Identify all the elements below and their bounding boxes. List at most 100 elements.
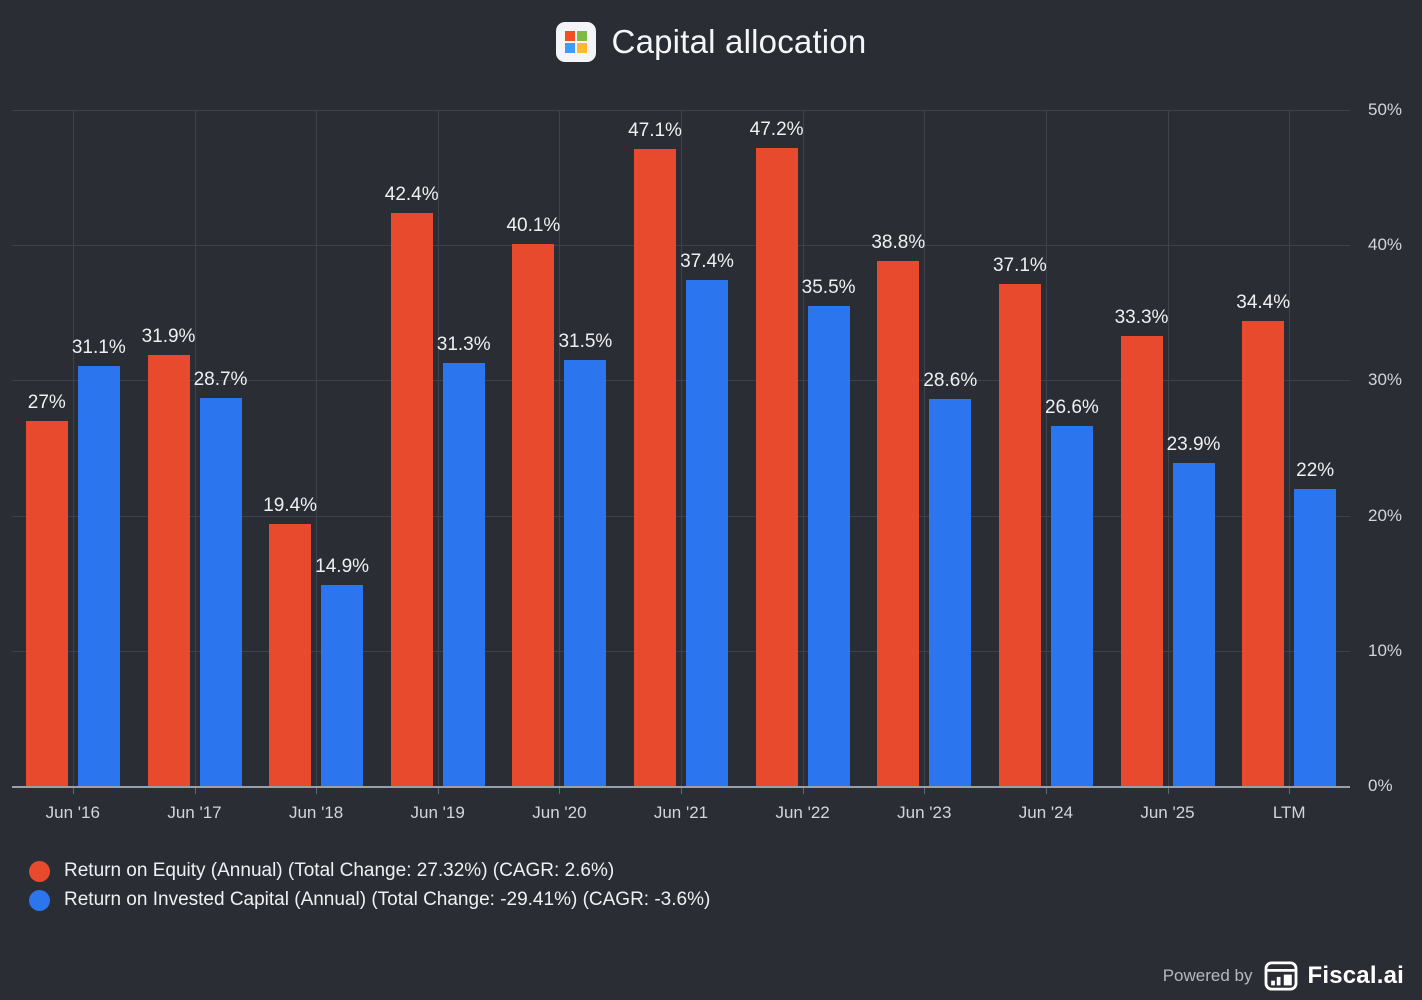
x-axis-label: Jun '18 [288, 803, 344, 822]
bar-roic-5[interactable] [564, 360, 607, 786]
bar-value-label-roic-11: 22% [1296, 459, 1335, 481]
x-axis-label: Jun '19 [410, 803, 465, 822]
x-gridline-8 [924, 110, 926, 786]
bar-value-label-roe-11: 34.4% [1236, 291, 1291, 313]
x-axis-label: Jun '25 [1140, 803, 1195, 822]
x-axis-label: LTM [1272, 803, 1306, 822]
bar-value-label-roe-6: 47.1% [628, 120, 682, 142]
bar-value-label-roe-1: 27% [27, 392, 66, 413]
bar-value-label-roe-10: 33.3% [1114, 306, 1169, 328]
bar-value-label-roe-2: 31.9% [141, 325, 196, 347]
legend-label-roe: Return on Equity (Annual) (Total Change:… [64, 860, 615, 881]
bar-value-label-roic-9: 26.6% [1044, 397, 1099, 419]
bar-roic-3[interactable] [321, 584, 364, 786]
legend-dot-roe [29, 860, 50, 882]
x-axis-label: Jun '20 [532, 803, 587, 822]
bar-value-label-roe-9: 37.1% [992, 255, 1047, 277]
bar-roe-1[interactable] [25, 421, 68, 786]
bar-roic-7[interactable] [807, 306, 850, 786]
x-axis-line [12, 786, 1350, 788]
fiscal-ai-logo-icon[interactable] [1264, 961, 1298, 991]
y-axis-label-50: 50% [1368, 100, 1403, 119]
legend-item-roic[interactable]: Return on Invested Capital (Annual) (Tot… [29, 889, 710, 911]
fiscal-ai-brand[interactable]: Fiscal.ai [1307, 962, 1404, 989]
bar-roe-4[interactable] [390, 212, 433, 786]
bar-roe-5[interactable] [512, 243, 555, 786]
x-axis-label: Jun '23 [897, 803, 952, 822]
powered-by-label: Powered by [1162, 966, 1253, 985]
x-gridline-1 [72, 110, 74, 786]
bar-value-label-roic-7: 35.5% [801, 277, 856, 298]
x-gridline-2 [194, 110, 196, 786]
legend-item-roe[interactable]: Return on Equity (Annual) (Total Change:… [29, 860, 710, 882]
x-tick-3 [316, 788, 318, 794]
bar-value-label-roic-2: 28.7% [193, 369, 248, 390]
bar-value-label-roic-4: 31.3% [436, 333, 491, 355]
y-axis-label-30: 30% [1368, 370, 1403, 389]
bar-value-label-roe-5: 40.1% [506, 214, 561, 236]
x-axis-label: Jun '22 [775, 803, 830, 822]
bar-value-label-roic-8: 28.6% [923, 370, 978, 392]
bar-roe-6[interactable] [634, 149, 676, 786]
x-tick-6 [681, 788, 682, 794]
x-tick-5 [559, 788, 561, 794]
x-tick-11 [1289, 788, 1291, 794]
bar-roic-11[interactable] [1294, 488, 1337, 786]
bar-value-label-roe-7: 47.2% [749, 118, 804, 140]
y-axis-label-40: 40% [1368, 235, 1403, 254]
bar-roic-4[interactable] [442, 362, 485, 786]
x-gridline-4 [437, 110, 439, 786]
legend-dot-roic [29, 889, 50, 911]
bar-roic-1[interactable] [77, 365, 120, 786]
y-axis-label-0: 0% [1368, 776, 1393, 795]
footer-branding: Powered by Fiscal.ai [1163, 961, 1404, 991]
bar-value-label-roic-5: 31.5% [558, 331, 613, 353]
x-gridline-10 [1167, 110, 1169, 786]
x-tick-4 [437, 788, 439, 794]
chart-header: Capital allocation [0, 22, 1422, 62]
bar-roe-7[interactable] [755, 147, 798, 786]
x-gridline-3 [316, 110, 318, 786]
legend: Return on Equity (Annual) (Total Change:… [29, 860, 710, 911]
x-tick-2 [194, 788, 196, 794]
x-tick-9 [1045, 788, 1047, 794]
bar-value-label-roic-3: 14.9% [315, 555, 370, 577]
x-axis-label: Jun '16 [45, 803, 100, 822]
legend-label-roic: Return on Invested Capital (Annual) (Tot… [64, 889, 711, 910]
bar-value-label-roic-1: 31.1% [71, 336, 126, 358]
x-gridline-9 [1045, 110, 1047, 786]
bar-roe-9[interactable] [998, 284, 1041, 786]
bar-roic-6[interactable] [686, 280, 728, 786]
bar-value-label-roe-8: 38.8% [871, 232, 926, 254]
chart-title: Capital allocation [611, 23, 867, 60]
y-axis-label-10: 10% [1368, 641, 1403, 660]
x-gridline-5 [559, 110, 561, 786]
bar-value-label-roe-3: 19.4% [263, 494, 318, 516]
x-tick-8 [924, 788, 926, 794]
bar-roic-2[interactable] [199, 398, 242, 786]
bar-roic-10[interactable] [1172, 462, 1215, 786]
x-tick-1 [72, 788, 74, 794]
bar-roic-8[interactable] [929, 399, 972, 786]
x-tick-7 [802, 788, 804, 794]
bar-value-label-roic-10: 23.9% [1166, 433, 1221, 455]
x-axis-label: Jun '17 [167, 803, 222, 822]
x-tick-10 [1167, 788, 1169, 794]
microsoft-logo-icon [555, 22, 596, 62]
x-axis-label: Jun '24 [1018, 803, 1074, 822]
x-axis-label: Jun '21 [653, 803, 709, 822]
y-axis-label-20: 20% [1368, 506, 1403, 525]
x-gridline-7 [802, 110, 804, 786]
bar-roe-11[interactable] [1242, 320, 1285, 786]
bar-roe-8[interactable] [877, 261, 920, 786]
microsoft-logo-squares [564, 31, 587, 53]
bar-value-label-roic-6: 37.4% [680, 251, 734, 273]
bar-roe-10[interactable] [1120, 335, 1163, 786]
bar-roe-3[interactable] [269, 523, 312, 786]
bar-value-label-roe-4: 42.4% [384, 183, 439, 205]
bar-roic-9[interactable] [1050, 426, 1093, 786]
bar-roe-2[interactable] [147, 354, 190, 786]
x-gridline-6 [681, 110, 682, 786]
x-gridline-11 [1289, 110, 1291, 786]
